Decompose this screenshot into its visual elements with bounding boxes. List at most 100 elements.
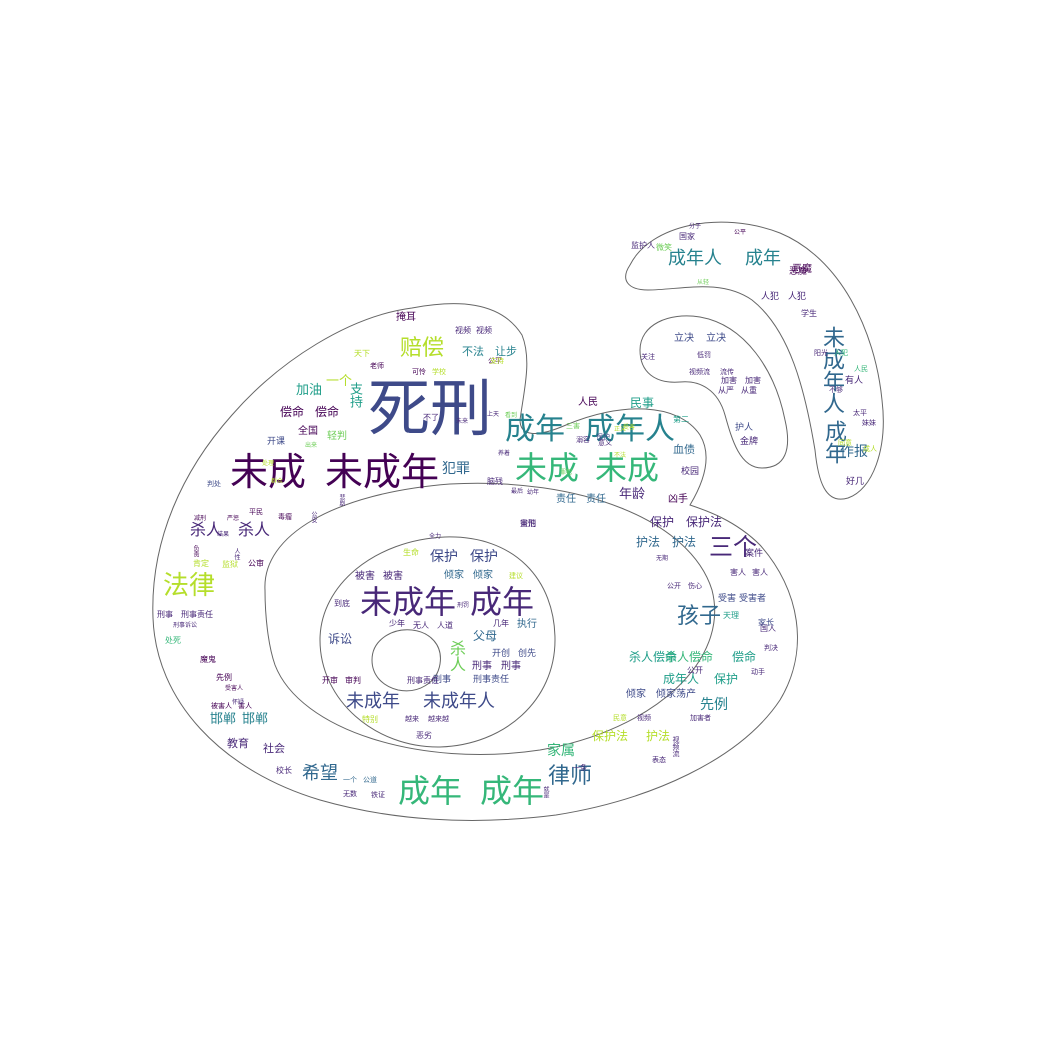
cloud-word: 孩子 [677, 604, 722, 629]
cloud-word: 刑事 [157, 610, 173, 619]
cloud-word: 视频流 [689, 368, 710, 376]
cloud-word: 未成年 [325, 450, 440, 494]
cloud-word: 教育 [227, 737, 249, 750]
cloud-word: 人性 [233, 548, 240, 560]
cloud-word: 不法 [462, 345, 484, 358]
cloud-word: 养着 [498, 450, 511, 457]
cloud-word: 刑事 [433, 675, 452, 685]
cloud-word: 监狱 [222, 560, 238, 569]
cloud-word: 掩耳 [396, 312, 416, 323]
cloud-word: 无人 [413, 621, 429, 630]
cloud-word: 责任 [586, 494, 606, 505]
cloud-word: 公开 [667, 582, 681, 590]
cloud-word: 视频 [637, 714, 651, 722]
cloud-word: 负责 [192, 545, 199, 557]
cloud-word: 同意 [838, 439, 852, 447]
cloud-word: 护法 [672, 535, 697, 549]
cloud-word: 到底 [334, 599, 350, 608]
cloud-word: 从严 [718, 386, 734, 395]
cloud-word: 低罚 [697, 351, 711, 359]
cloud-word: 罪犯 [560, 469, 573, 476]
cloud-word: 受害 [718, 594, 737, 604]
cloud-word: 动手 [751, 668, 765, 676]
cloud-word: 民意 [613, 714, 627, 722]
cloud-word: 成年 [505, 412, 565, 447]
cloud-word: 父母 [473, 629, 498, 643]
cloud-word: 被害人 [211, 702, 232, 710]
cloud-word: 阳光 [814, 349, 828, 357]
cloud-word: 国人 [760, 624, 776, 633]
cloud-word: 监护人 [631, 241, 655, 250]
cloud-word: 成年人 [585, 412, 675, 447]
cloud-word: 家属 [547, 743, 575, 759]
cloud-word: 害怕 [520, 519, 536, 528]
cloud-word: 作报 [840, 444, 868, 460]
cloud-word: 最后 [511, 488, 524, 495]
cloud-word: 平民 [249, 508, 263, 516]
logo-eye-inner [319, 536, 556, 748]
cloud-word: 生命 [403, 548, 419, 557]
cloud-word: 分子 [689, 223, 702, 230]
cloud-word: 未成年人 [423, 691, 495, 712]
cloud-word: 上天 [487, 411, 500, 418]
cloud-word: 被害 [355, 571, 375, 582]
cloud-word: 倾家荡产 [656, 689, 696, 700]
cloud-word: 恶魔 [789, 267, 808, 277]
logo-body-outline [152, 303, 798, 821]
cloud-word: 审判 [345, 676, 361, 685]
cloud-word: 成年 [821, 420, 846, 464]
cloud-word: 杀人 [238, 520, 271, 539]
cloud-word: 未成 [595, 449, 660, 487]
cloud-word: 一条 [573, 764, 587, 772]
cloud-word: 一个 [343, 776, 357, 784]
cloud-word: 执行 [517, 619, 537, 630]
cloud-word: 特别 [362, 715, 378, 724]
cloud-word: 成年 [745, 248, 781, 269]
cloud-word: 幼年 [527, 489, 540, 496]
cloud-word: 杀人偿命 [629, 650, 678, 664]
cloud-word: 关注 [641, 353, 655, 361]
cloud-word: 民事 [630, 396, 655, 410]
cloud-word: 建议 [509, 572, 523, 580]
cloud-word: 开课 [267, 437, 286, 447]
cloud-word: 被害 [383, 571, 403, 582]
cloud-word: 未成年 [346, 691, 400, 712]
cloud-word: 出来 [305, 442, 318, 449]
cloud-word: 成年 [480, 772, 545, 810]
cloud-word: 偿命 [315, 405, 340, 419]
cloud-word: 判处 [207, 480, 221, 488]
cloud-word: 微笑 [656, 243, 672, 252]
cloud-word: 偿命 [280, 405, 305, 419]
cloud-word: 魔鬼 [200, 655, 216, 664]
cloud-word: 诉讼 [328, 632, 353, 646]
cloud-word: 处理 [262, 460, 275, 467]
cloud-word: 害人 [238, 702, 252, 710]
cloud-word: 结果 [217, 531, 230, 538]
cloud-word: 几年 [493, 619, 509, 628]
cloud-word: 天理 [723, 611, 739, 620]
cloud-word: 开创 [492, 649, 511, 659]
cloud-word: 第二 [673, 415, 689, 424]
cloud-word: 刑事责任 [181, 610, 213, 619]
cloud-word: 护人 [735, 423, 754, 433]
cloud-word: 犯罪 [442, 461, 470, 477]
cloud-word: 金牌 [740, 437, 759, 447]
cloud-word: 加害 [745, 376, 761, 385]
cloud-word: 成年人 [668, 248, 722, 269]
cloud-word: 越来越 [428, 715, 449, 723]
cloud-word: 公平 [734, 229, 747, 236]
cloud-word: 妹妹 [862, 419, 876, 427]
cloud-word: 人犯 [761, 292, 780, 302]
cloud-word: 血债 [673, 443, 695, 456]
cloud-word: 可怜 [412, 368, 426, 376]
cloud-word: 校长 [276, 766, 292, 775]
cloud-word: 受害 [623, 424, 636, 431]
cloud-word: 全力 [429, 533, 442, 540]
cloud-word: 刑罚 [457, 602, 470, 609]
cloud-word: 倾家 [444, 570, 464, 581]
cloud-word: 未成 [515, 449, 580, 487]
cloud-word: 群众 [271, 478, 284, 485]
cloud-word: 学生 [801, 309, 817, 318]
cloud-word: 天下 [354, 349, 370, 358]
